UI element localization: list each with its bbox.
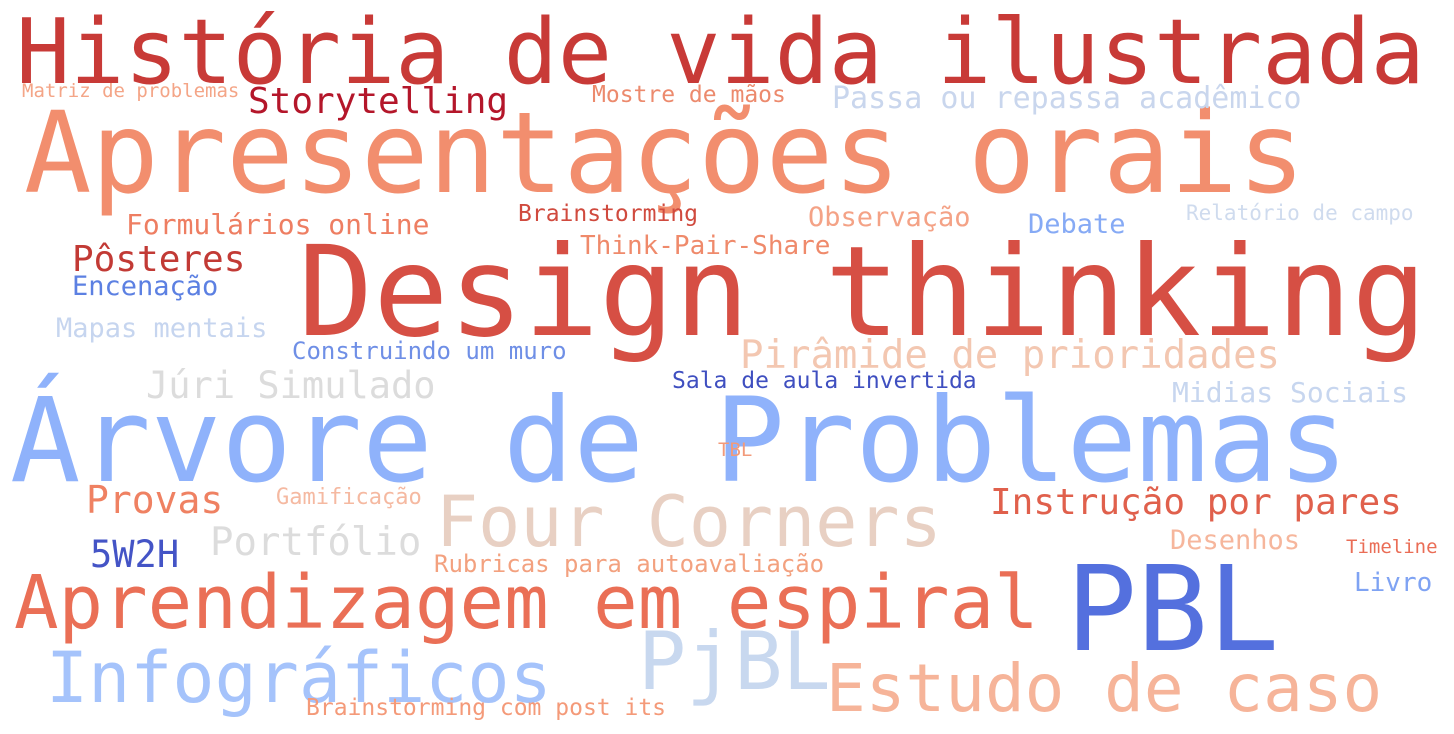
word-apresentacoes-orais: Apresentações orais (24, 89, 1306, 219)
word-infograficos: Infográficos (46, 637, 552, 719)
word-timeline: Timeline (1346, 536, 1438, 558)
word-midias-sociais: Midias Sociais (1172, 376, 1409, 409)
word-estudo-de-caso: Estudo de caso (826, 650, 1383, 727)
word-think-pair-share: Think-Pair-Share (580, 231, 831, 261)
word-design-thinking: Design thinking (298, 220, 1427, 365)
word-matriz-de-problemas: Matriz de problemas (22, 80, 240, 102)
word-observacao: Observação (808, 202, 971, 233)
word-juri-simulado: Júri Simulado (146, 364, 436, 407)
word-provas: Provas (86, 478, 224, 522)
word-pjbl: PjBL (638, 615, 831, 708)
word-instrucao-por-pares: Instrução por pares (990, 482, 1402, 523)
word-mapas-mentais: Mapas mentais (56, 313, 268, 344)
word-historia-de-vida-ilustrada: História de vida ilustrada (16, 0, 1425, 105)
word-aprendizagem-em-espiral: Aprendizagem em espiral (14, 560, 1039, 646)
word-desenhos: Desenhos (1170, 525, 1301, 556)
word-gamificacao: Gamificação (276, 485, 422, 510)
word-piramide-de-prioridades: Pirâmide de prioridades (740, 333, 1281, 378)
word-rubricas-para-autoavaliacao: Rubricas para autoavaliação (434, 550, 825, 578)
word-posteres: Pôsteres (72, 239, 246, 280)
word-pbl: PBL (1066, 540, 1280, 678)
word-passa-ou-repassa-academico: Passa ou repassa acadêmico (832, 81, 1302, 116)
word-arvore-de-problemas: Árvore de Problemas (10, 372, 1349, 509)
word-storytelling: Storytelling (248, 81, 509, 122)
word-debate: Debate (1028, 209, 1126, 240)
word-encenacao: Encenação (72, 271, 219, 302)
word-portfolio: Portfólio (210, 520, 422, 565)
word-mostre-de-maos: Mostre de mãos (592, 82, 786, 108)
word-brainstorming: Brainstorming (518, 201, 699, 227)
word-livro: Livro (1354, 568, 1433, 598)
word-brainstorming-com-post-its: Brainstorming com post its (306, 695, 667, 721)
word-construindo-um-muro: Construindo um muro (292, 337, 567, 365)
word-5w2h: 5W2H (90, 533, 180, 576)
word-tbl: TBL (718, 439, 753, 461)
word-formularios-online: Formulários online (126, 208, 430, 241)
word-four-corners: Four Corners (436, 481, 942, 563)
word-relatorio-de-campo: Relatório de campo (1186, 201, 1414, 225)
word-sala-de-aula-invertida: Sala de aula invertida (672, 368, 977, 394)
